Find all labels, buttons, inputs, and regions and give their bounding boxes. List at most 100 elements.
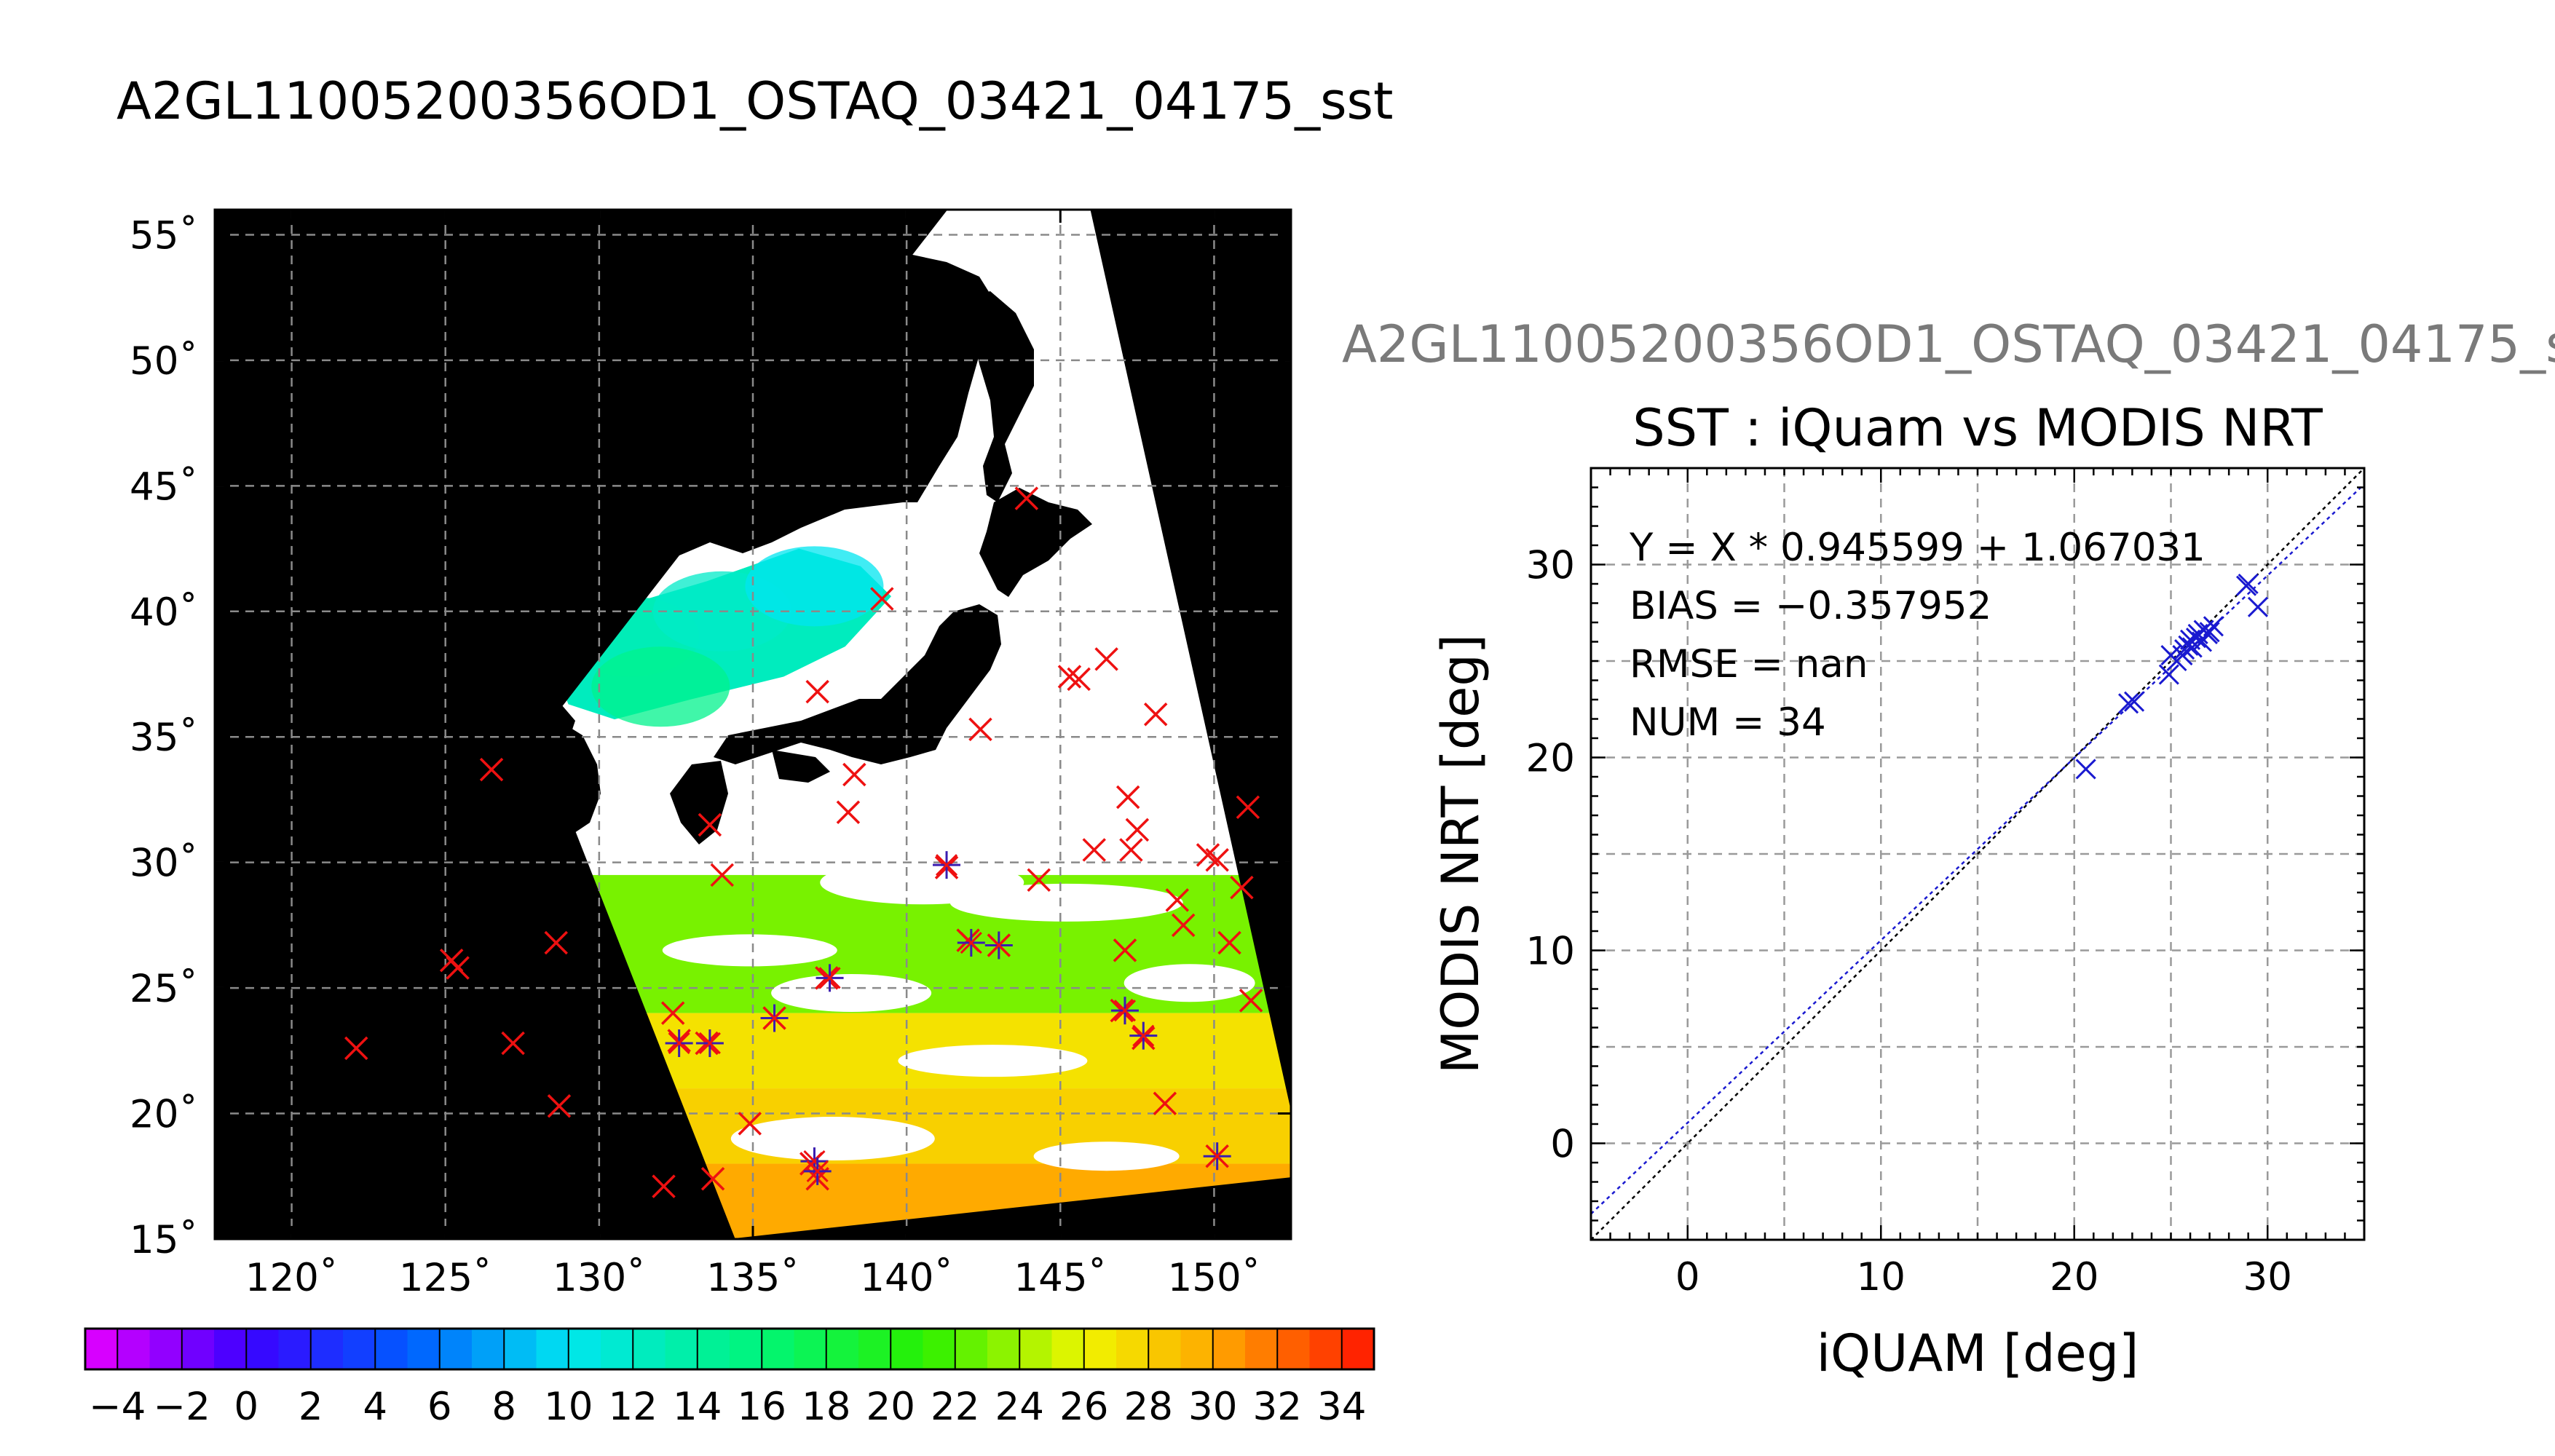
- colorbar-cell: [85, 1329, 118, 1369]
- colorbar-cell: [1341, 1329, 1375, 1369]
- scatter-point-1: [2118, 693, 2139, 714]
- colorbar-cell: [278, 1329, 312, 1369]
- scatter-y-axis-label: MODIS NRT [deg]: [1431, 634, 1490, 1074]
- map-matchup-marker-4: [803, 1157, 832, 1185]
- colorbar-cell: [1309, 1329, 1343, 1369]
- colorbar-tick-label: −2: [154, 1385, 210, 1429]
- map-x-marker-49: [1239, 989, 1263, 1013]
- scatter-point-19: [2238, 573, 2259, 595]
- scatter-reference-lines: [1591, 468, 2364, 1240]
- map-x-marker-37: [1125, 818, 1150, 842]
- map-x-marker-8: [660, 1001, 685, 1025]
- scatter-panel: A2GL11005200356OD1_OSTAQ_03421_04175_sst…: [1342, 314, 2555, 1383]
- map-x-marker-21: [842, 762, 866, 787]
- colorbar-cell: [665, 1329, 698, 1369]
- cloud-patch-2: [771, 974, 932, 1013]
- scatter-points: [2075, 573, 2269, 780]
- cloud-patch-7: [1124, 964, 1255, 1002]
- map-x-marker-28: [1027, 868, 1051, 893]
- sst-sample-3: [591, 646, 730, 727]
- map-tick-marks: [215, 210, 1291, 1241]
- map-x-marker-4: [501, 1031, 525, 1056]
- colorbar-cell: [762, 1329, 794, 1369]
- colorbar-cell: [1180, 1329, 1214, 1369]
- sst-map-panel: 120˚ 125˚ 130˚ 135˚ 140˚ 145˚ 150˚ 15˚ 20˚ 25˚ 30…: [130, 208, 1292, 1300]
- colorbar-cell: [601, 1329, 633, 1369]
- map-x-marker-48: [1236, 795, 1260, 820]
- colorbar-cell: [697, 1329, 730, 1369]
- colorbar-cell: [858, 1329, 891, 1369]
- map-x-marker-12: [700, 1166, 725, 1191]
- map-matchup-marker-10: [1129, 1021, 1158, 1050]
- colorbar-tick-label: 4: [363, 1385, 387, 1429]
- cloud-patch-4: [730, 1117, 935, 1161]
- scatter-x-axis-label: iQUAM [deg]: [1817, 1324, 2139, 1383]
- colorbar-cell: [1148, 1329, 1181, 1369]
- map-y-tick-label: 25˚: [130, 967, 198, 1011]
- map-y-tick-label: 20˚: [130, 1093, 198, 1137]
- scatter-x-tick-label: 10: [1857, 1255, 1906, 1299]
- map-x-marker-6: [547, 1093, 572, 1118]
- map-x-tick-label: 145˚: [1014, 1256, 1107, 1300]
- map-x-marker-44: [1205, 847, 1229, 872]
- colorbar-cell: [955, 1329, 988, 1369]
- colorbar-cell: [794, 1329, 827, 1369]
- map-x-tick-label: 140˚: [860, 1256, 953, 1300]
- colorbar-cell: [1116, 1329, 1149, 1369]
- map-matchup-marker-11: [1203, 1142, 1231, 1171]
- map-x-tick-label: 130˚: [553, 1256, 646, 1300]
- colorbar-cell: [214, 1329, 247, 1369]
- cloud-patch-1: [949, 883, 1183, 922]
- colorbar-cell: [375, 1329, 408, 1369]
- scatter-annotation-2: RMSE = nan: [1630, 642, 1868, 687]
- scatter-x-tick-label: 20: [2050, 1255, 2098, 1299]
- colorbar-tick-label: 2: [299, 1385, 323, 1429]
- colorbar-cell: [1245, 1329, 1278, 1369]
- scatter-annotation-0: Y = X * 0.945599 + 1.067031: [1629, 526, 2205, 570]
- colorbar-tick-label: 16: [738, 1385, 786, 1429]
- colorbar-cell: [504, 1329, 537, 1369]
- map-x-marker-11: [698, 812, 722, 837]
- map-x-marker-41: [1165, 888, 1189, 912]
- swath-outline: [537, 210, 1291, 1239]
- colorbar-cell: [1277, 1329, 1310, 1369]
- scatter-y-tick-label: 30: [1526, 544, 1575, 588]
- scatter-y-tick-label: 20: [1526, 737, 1575, 781]
- map-y-tick-label: 15˚: [130, 1218, 198, 1262]
- colorbar-frame: [84, 1327, 1375, 1371]
- map-x-tick-label: 150˚: [1168, 1256, 1261, 1300]
- colorbar-cell: [343, 1329, 376, 1369]
- map-x-marker-14: [738, 1112, 762, 1136]
- scatter-tick-marks: [1590, 467, 2366, 1241]
- scatter-point-16: [2199, 622, 2220, 643]
- map-x-tick-label: 135˚: [706, 1256, 799, 1300]
- colorbar-tick-label: 24: [995, 1385, 1044, 1429]
- scatter-x-tick-label: 0: [1675, 1255, 1700, 1299]
- colorbar-cell: [923, 1329, 956, 1369]
- page-title: A2GL11005200356OD1_OSTAQ_03421_04175_sst: [117, 71, 1393, 131]
- map-gridlines: [215, 210, 1291, 1239]
- map-matchup-marker-5: [816, 964, 844, 992]
- colorbar-tick-label: 8: [491, 1385, 516, 1429]
- colorbar-cell: [181, 1329, 215, 1369]
- map-x-marker-47: [1230, 875, 1254, 900]
- scatter-point-2: [2123, 691, 2145, 712]
- colorbar-cell: [891, 1329, 923, 1369]
- map-matchup-marker-6: [933, 851, 961, 879]
- colorbar: −4 −2 0 2 4 6 8 10 12 14 16 18 20 22 24 26 28 30 32 34: [84, 1327, 1375, 1429]
- colorbar-tick-label: 14: [673, 1385, 722, 1429]
- colorbar-cell: [568, 1329, 601, 1369]
- land-shikoku-kyushu: [670, 750, 830, 844]
- map-y-tick-label: 35˚: [130, 716, 198, 760]
- map-x-marker-3: [479, 757, 504, 782]
- map-x-marker-19: [805, 679, 829, 704]
- map-x-marker-7: [652, 1174, 676, 1198]
- colorbar-cell: [117, 1329, 150, 1369]
- colorbar-tick-labels: −4 −2 0 2 4 6 8 10 12 14 16 18 20 22 24 26 28 30 32 34: [89, 1385, 1366, 1429]
- land-korea: [537, 717, 601, 837]
- map-x-marker-31: [1082, 838, 1106, 862]
- sst-sample-2: [745, 546, 884, 627]
- colorbar-cell: [246, 1329, 279, 1369]
- map-x-marker-36: [1119, 838, 1143, 862]
- map-x-marker-5: [544, 930, 568, 955]
